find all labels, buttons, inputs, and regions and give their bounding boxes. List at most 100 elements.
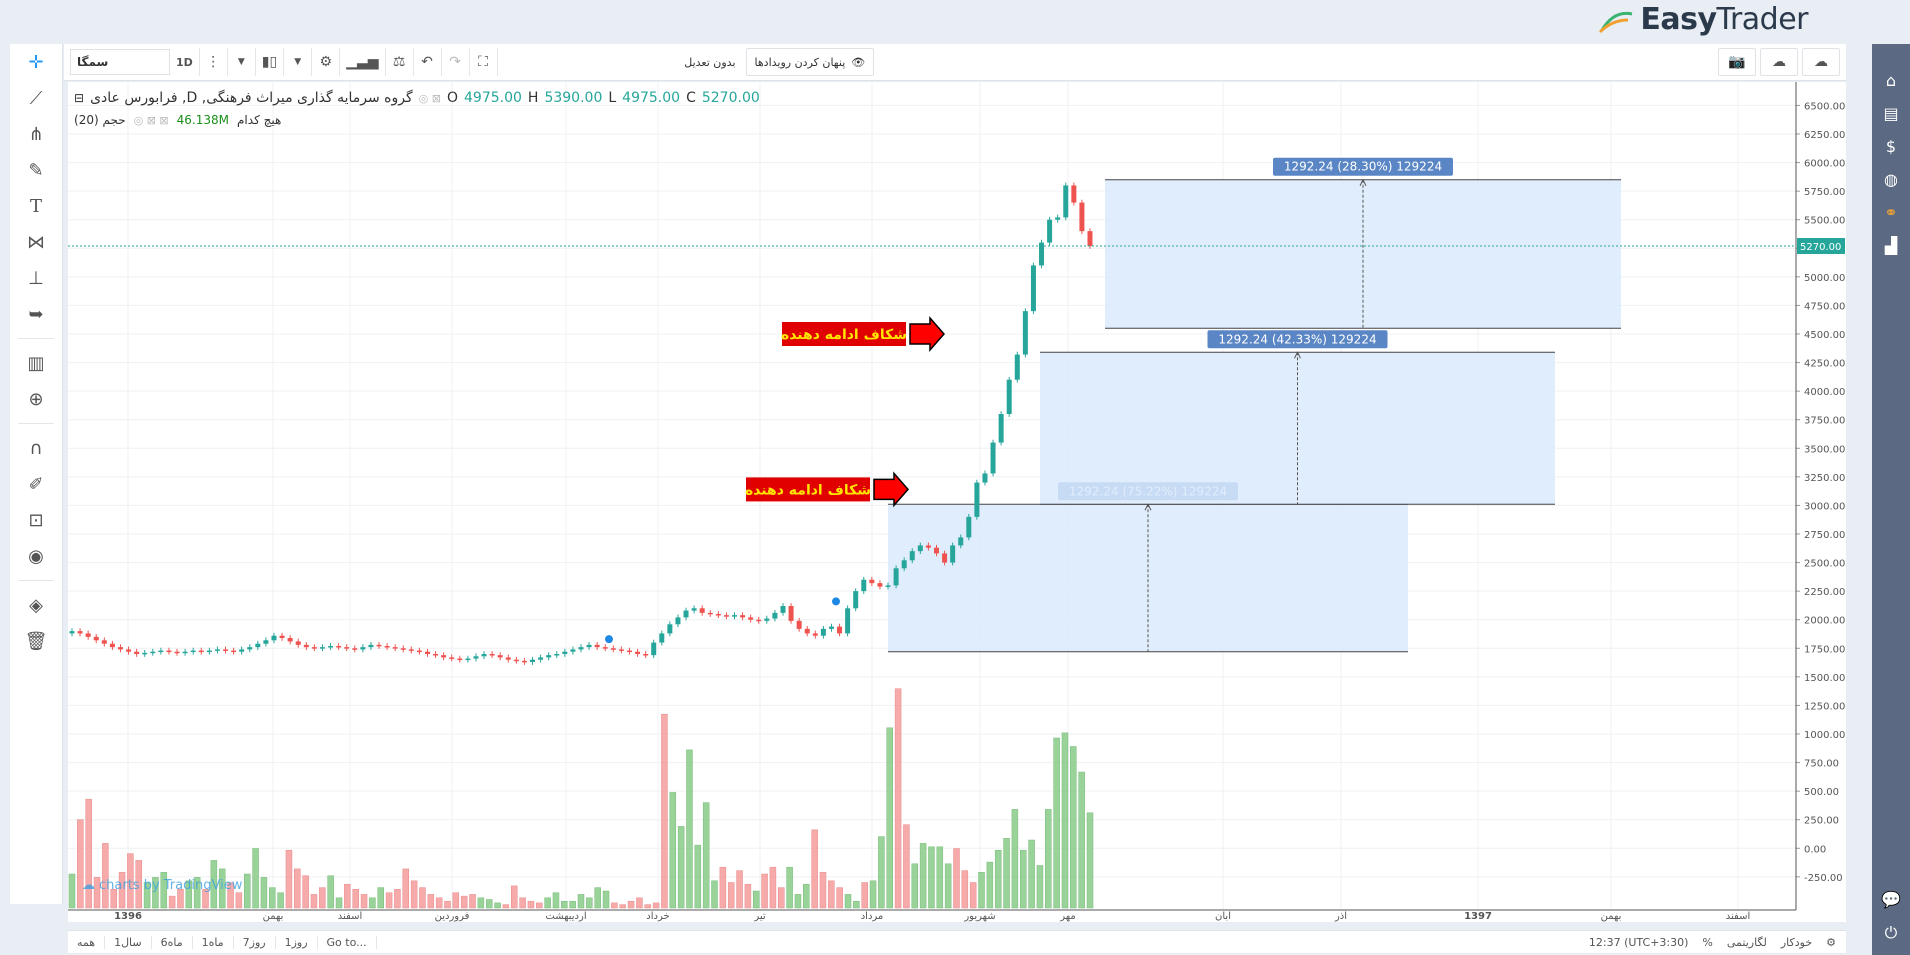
style-dropdown-icon[interactable]: ▼ — [284, 48, 313, 76]
volume-bar — [652, 902, 660, 909]
binoculars-icon[interactable]: ⚭ — [1884, 203, 1898, 222]
price-tick-label: 3250.00 — [1804, 473, 1845, 484]
camera-icon[interactable]: 📷 — [1718, 48, 1756, 76]
candle-body — [1071, 185, 1077, 203]
candle-body — [158, 650, 164, 653]
layers-icon[interactable]: ◈ — [29, 594, 43, 616]
legend-settings-icon[interactable]: ◎ ⊠ — [418, 91, 441, 105]
range-button[interactable]: 7روز — [234, 935, 276, 949]
measure-icon[interactable]: ⊥ — [28, 267, 44, 289]
volume-bar — [727, 882, 735, 909]
chat-icon[interactable]: 💬 — [1881, 890, 1901, 909]
candle-body — [497, 655, 503, 658]
candle-body — [295, 641, 301, 645]
log-scale-toggle[interactable]: لگاریتمی — [1726, 935, 1767, 949]
chart-pane[interactable]: 6500.006250.006000.005750.005500.005250.… — [68, 82, 1846, 922]
price-tick-label: 5750.00 — [1804, 187, 1845, 198]
tradingview-watermark[interactable]: ☁ charts by TradingView — [82, 878, 242, 893]
candle-body — [982, 473, 988, 483]
hide-events-button[interactable]: 👁 پنهان کردن رویدادها — [745, 48, 875, 76]
volume-legend: حجم (20) ◎ ⊠ ⊠ 46.138M هیچ کدام — [74, 113, 281, 127]
price-chart[interactable]: 6500.006250.006000.005750.005500.005250.… — [68, 82, 1846, 922]
volume-bar — [485, 899, 493, 909]
gap-arrow-icon — [873, 471, 909, 508]
compare-scale-icon[interactable]: ⚖ — [386, 48, 414, 76]
volume-bar — [794, 894, 802, 909]
adjustment-label[interactable]: بدون تعدیل — [684, 55, 736, 69]
indicators-icon[interactable]: ▁▃▅ — [340, 48, 386, 76]
magnet-icon[interactable]: ∩ — [29, 437, 43, 459]
money-bag-icon[interactable]: $ — [1885, 137, 1897, 156]
symbol-search-input[interactable]: سمگا — [70, 49, 170, 75]
trend-line-icon[interactable]: ⟋ — [29, 87, 43, 109]
cloud-download-icon[interactable]: ☁ — [1760, 48, 1798, 76]
volume-bar — [269, 887, 276, 909]
settings-gear-icon[interactable]: ⚙ — [1826, 935, 1836, 949]
calculator-icon[interactable]: ▤ — [1883, 104, 1899, 123]
volume-bar — [1028, 839, 1035, 909]
volume-bar — [736, 870, 743, 909]
candle-body — [1063, 185, 1069, 218]
unlock-icon[interactable]: ⊡ — [28, 509, 44, 531]
lock-drawing-icon[interactable]: ✐ — [28, 473, 44, 495]
candle-body — [683, 610, 689, 618]
candle-body — [368, 644, 374, 648]
chart-toolbar: سمگا 1D ⋮ ▼ ▮▯ ▼ ⚙ ▁▃▅ ⚖ ↶ ↷ ⛶ بدون تعدی… — [64, 44, 1846, 81]
range-button[interactable]: 1روز — [276, 935, 318, 949]
volume-bar — [744, 883, 752, 909]
percent-toggle[interactable]: % — [1702, 935, 1713, 949]
volume-bar — [677, 826, 685, 909]
volume-bar — [1070, 746, 1077, 909]
candle-body — [505, 657, 511, 660]
text-tool-icon[interactable]: T — [29, 195, 42, 217]
candle-body — [303, 644, 309, 648]
brush-icon[interactable]: ✎ — [28, 159, 44, 181]
volume-bar — [878, 836, 885, 909]
volume-bar — [127, 853, 134, 909]
candle-body — [804, 628, 810, 634]
bar-chart-icon[interactable]: ▟ — [1884, 236, 1898, 255]
candle-body — [489, 654, 495, 656]
pitchfork-icon[interactable]: ⋔ — [28, 123, 44, 145]
volume-bar — [369, 897, 376, 909]
volume-bar — [285, 849, 293, 909]
volume-bar — [986, 861, 994, 909]
dropdown-arrow-icon[interactable]: ▼ — [228, 48, 256, 76]
candle-style-icon[interactable]: ▮▯ — [256, 48, 285, 76]
pattern-icon[interactable]: ⋈ — [27, 231, 45, 253]
settings-gear-icon[interactable]: ⚙ — [312, 48, 341, 76]
toolbar-divider — [18, 423, 54, 424]
eye-icon[interactable]: ◉ — [28, 545, 44, 567]
range-button[interactable]: 1سال — [105, 935, 152, 949]
logo-swoosh-icon — [1599, 11, 1633, 33]
volume-bar — [919, 843, 927, 909]
power-icon[interactable]: ⏻ — [1884, 922, 1898, 942]
cloud-upload-icon[interactable]: ☁ — [1802, 48, 1840, 76]
redo-icon[interactable]: ↷ — [442, 48, 470, 76]
undo-icon[interactable]: ↶ — [414, 48, 442, 76]
volume-bar — [803, 883, 810, 909]
crosshair-icon[interactable]: ✛ — [28, 51, 44, 73]
volume-bar — [911, 863, 919, 909]
price-tick-label: 0.00 — [1804, 844, 1826, 855]
zoom-in-icon[interactable]: ⊕ — [28, 388, 44, 410]
candle-body — [586, 644, 592, 648]
interval-button[interactable]: 1D — [170, 48, 200, 76]
globe-icon[interactable]: ◍ — [1884, 170, 1898, 189]
range-button[interactable]: همه — [68, 935, 106, 949]
auto-scale-toggle[interactable]: خودکار — [1780, 935, 1813, 949]
range-button[interactable]: 1ماه — [193, 935, 234, 949]
arrow-right-icon[interactable]: ➥ — [28, 303, 44, 325]
interval-menu-icon[interactable]: ⋮ — [200, 48, 228, 76]
long-position-icon[interactable]: ▥ — [27, 352, 45, 374]
volume-bar — [519, 897, 526, 909]
candle-body — [473, 656, 479, 659]
trash-icon[interactable]: 🗑 — [24, 630, 48, 652]
range-button[interactable]: Go to... — [318, 935, 377, 949]
collapse-icon[interactable]: ⊟ — [74, 91, 85, 105]
range-button[interactable]: 6ماه — [152, 935, 193, 949]
volume-icons[interactable]: ◎ ⊠ ⊠ — [133, 113, 169, 127]
candle-body — [1030, 265, 1036, 312]
fullscreen-icon[interactable]: ⛶ — [470, 48, 498, 76]
home-icon[interactable]: ⌂ — [1885, 71, 1897, 90]
